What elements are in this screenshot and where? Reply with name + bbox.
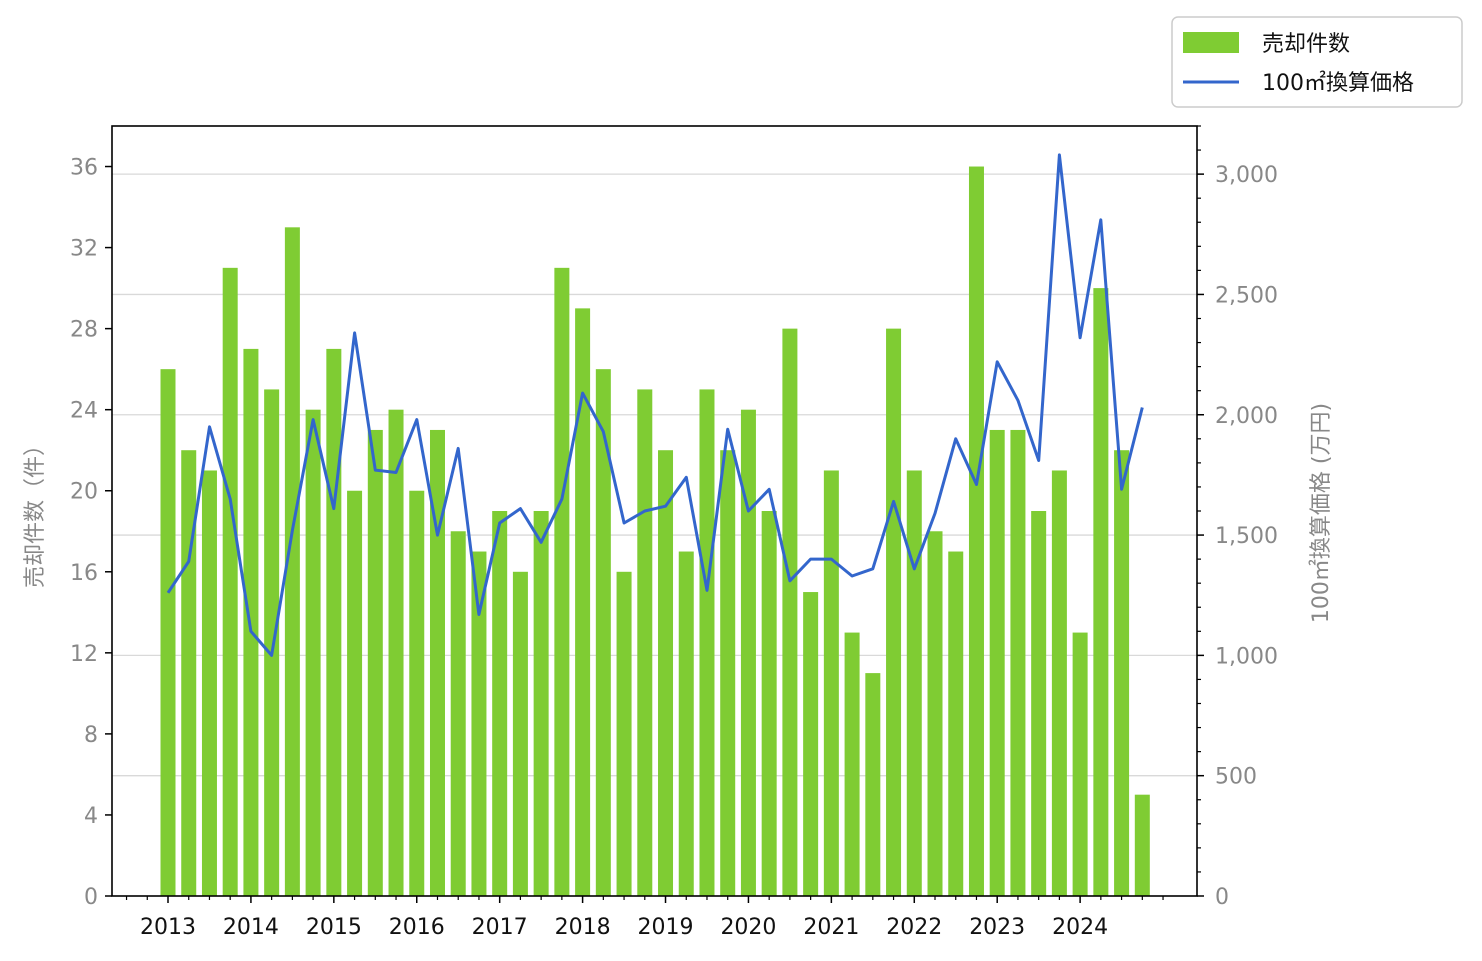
bar [1093,288,1109,897]
bar [201,470,217,896]
bar [782,328,798,896]
left-tick-label: 20 [70,480,98,505]
bar [989,429,1005,896]
bar [1114,450,1130,896]
x-tick-label: 2013 [140,915,196,940]
bar [720,450,736,896]
bar [222,267,238,896]
bar [927,531,943,896]
x-tick-label: 2018 [555,915,611,940]
right-tick-label: 1,000 [1215,644,1278,669]
bar [699,389,715,896]
bar [367,429,383,896]
bar [1010,429,1026,896]
right-tick-label: 2,000 [1215,404,1278,429]
bar [595,369,611,896]
bar [865,673,881,896]
bar [533,511,549,896]
right-tick-label: 1,500 [1215,524,1278,549]
bar [575,308,591,896]
x-tick-label: 2015 [306,915,362,940]
price-line [166,153,1144,657]
bar [803,592,819,896]
left-tick-label: 12 [70,642,98,667]
left-tick-label: 24 [70,399,98,424]
legend-box [1171,16,1463,108]
x-tick-label: 2016 [389,915,445,940]
bar [658,450,674,896]
bar [409,490,425,896]
left-y-axis: 0 4 8 12 16 20 24 28 32 36 [70,156,112,910]
legend-label-bar: 売却件数 [1262,32,1350,57]
bar [948,551,964,896]
right-y-axis: 0 500 1,000 1,500 2,000 2,500 3,000 [1197,125,1278,910]
bar [492,511,508,896]
x-tick-label: 2024 [1052,915,1108,940]
x-tick-label: 2022 [886,915,942,940]
left-tick-label: 16 [70,561,98,586]
bar [388,409,404,896]
line-series [166,153,1144,657]
bar [181,450,197,896]
left-tick-label: 4 [84,804,98,829]
x-tick-label: 2023 [969,915,1025,940]
bar [678,551,694,896]
bar [637,389,653,896]
bar [823,470,839,896]
x-axis: 2013 2014 2015 2016 2017 2018 2019 2020 2021 2022… [125,896,1164,940]
x-tick-label: 2014 [223,915,279,940]
bar [471,551,487,896]
right-tick-label: 2,500 [1215,283,1278,308]
bar [906,470,922,896]
left-axis-title: 売却件数（件） [23,434,48,588]
x-tick-label: 2021 [803,915,859,940]
right-axis-title: 100㎡換算価格 (万円) [1308,403,1334,623]
bar [1072,632,1088,896]
left-tick-label: 0 [84,885,98,910]
bar [1051,470,1067,896]
bar [326,348,342,896]
legend-label-line: 100㎡換算価格 [1262,70,1414,96]
x-tick-label: 2017 [472,915,528,940]
right-tick-label: 500 [1215,765,1257,790]
bar [844,632,860,896]
bar [429,429,445,896]
bar [512,571,528,896]
bar [1134,794,1150,896]
bar [968,166,984,897]
right-tick-label: 3,000 [1215,163,1278,188]
bar [761,511,777,896]
left-tick-label: 32 [70,237,98,262]
bar [160,369,176,896]
bar [450,531,466,896]
bar [1031,511,1047,896]
bar [264,389,280,896]
bar [886,328,902,896]
x-tick-label: 2020 [720,915,776,940]
legend-swatch-bar [1183,32,1239,53]
left-tick-label: 36 [70,156,98,181]
bar [347,490,363,896]
bar [740,409,756,896]
bar-series [160,166,1150,897]
bar [554,267,570,896]
right-tick-label: 0 [1215,885,1229,910]
bar [305,409,321,896]
bar [284,227,300,896]
x-tick-label: 2019 [638,915,694,940]
legend: 売却件数 100㎡換算価格 [1171,16,1463,108]
bar [616,571,632,896]
left-tick-label: 8 [84,723,98,748]
left-tick-label: 28 [70,318,98,343]
